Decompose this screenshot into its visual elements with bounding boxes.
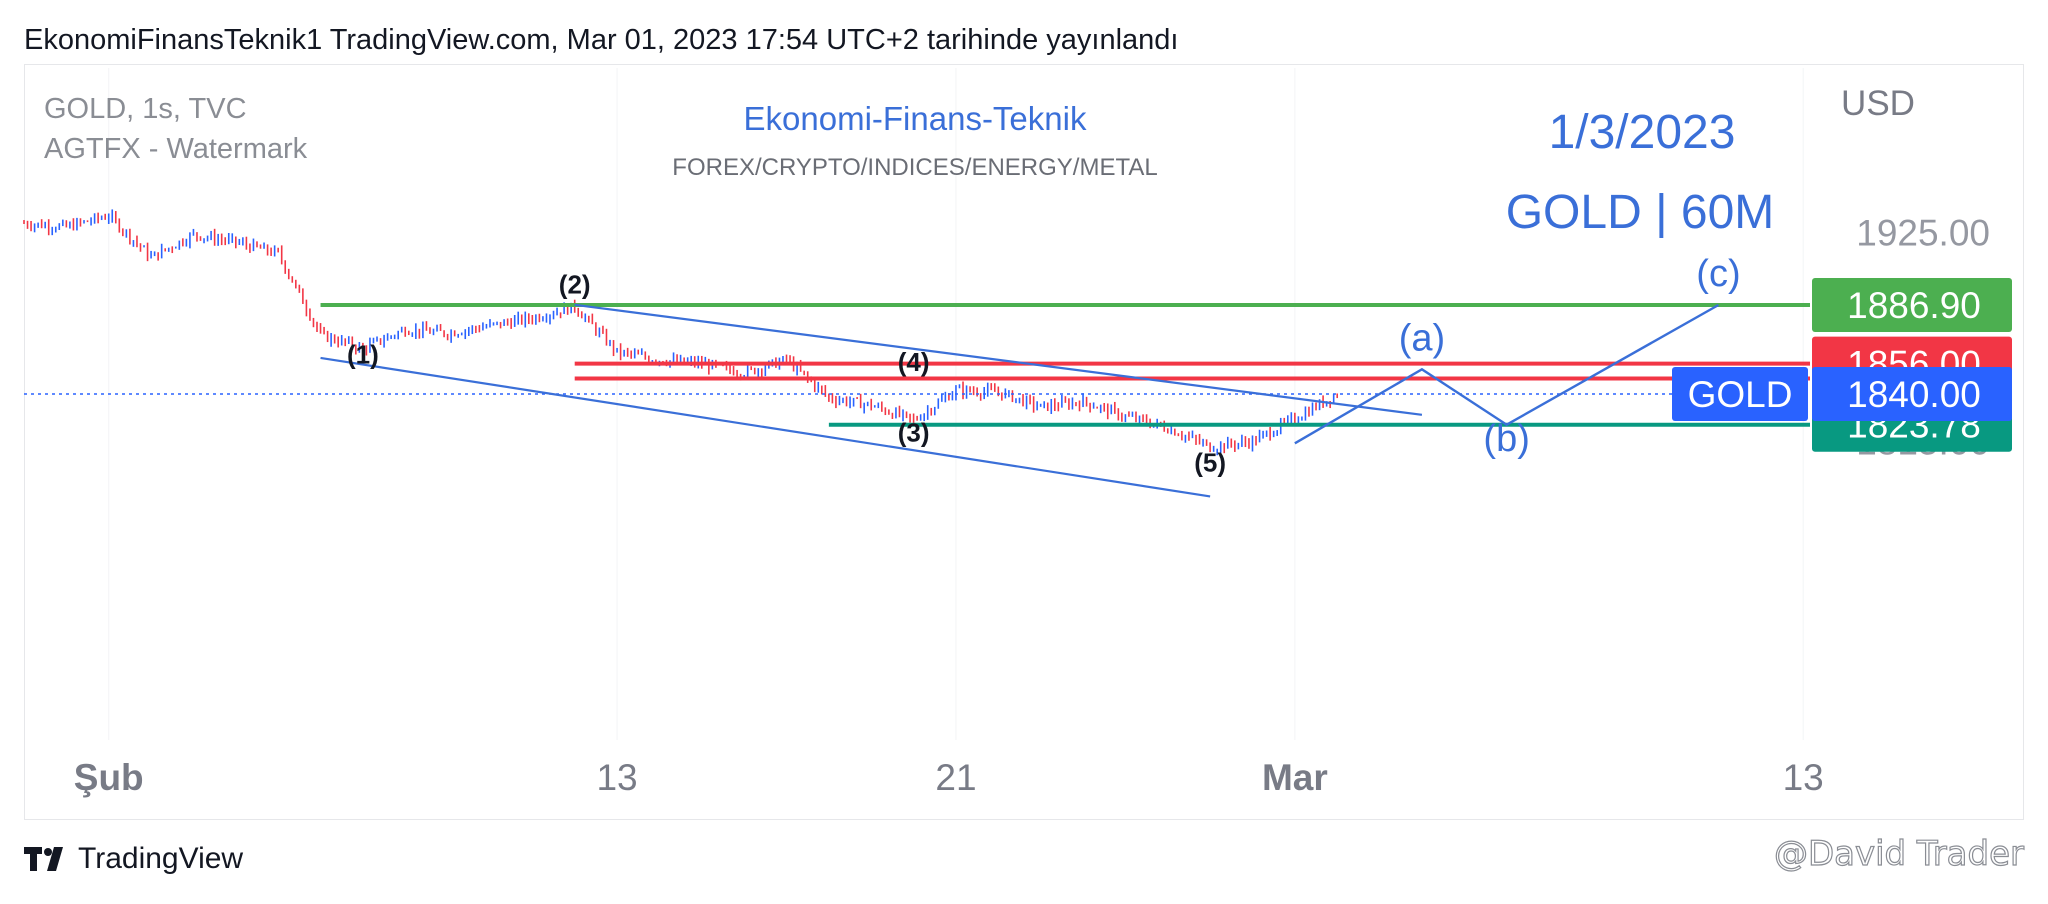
- watermark-line: AGTFX - Watermark: [44, 133, 308, 165]
- brand-subtitle: FOREX/CRYPTO/INDICES/ENERGY/METAL: [672, 154, 1157, 181]
- publish-info-line: EkonomiFinansTeknik1 TradingView.com, Ma…: [24, 24, 1179, 56]
- brand-title: Ekonomi-Finans-Teknik: [744, 100, 1087, 137]
- chart-date: 1/3/2023: [1549, 106, 1736, 159]
- projection-label: (c): [1696, 253, 1740, 295]
- text-layer: GOLD, 1s, TVC AGTFX - Watermark Ekonomi-…: [44, 84, 1915, 239]
- channel-upper-line[interactable]: [574, 303, 1423, 416]
- x-axis-tick-label: Şub: [74, 757, 144, 798]
- x-axis-tick-label: Mar: [1262, 757, 1328, 798]
- price-badge-1886-text: 1886.90: [1847, 285, 1981, 326]
- wave-label: (1): [347, 340, 379, 370]
- chart-frame: [24, 64, 2024, 820]
- tradingview-logo-text: TradingView: [78, 842, 244, 875]
- projection-path[interactable]: [1294, 303, 1720, 445]
- wave-label: (4): [898, 347, 930, 377]
- candles-layer: [23, 209, 1339, 456]
- projection-label: (b): [1483, 418, 1529, 460]
- author-attribution: @David Trader: [1773, 833, 2024, 874]
- channel-lower-line[interactable]: [320, 356, 1211, 498]
- y-axis-tick-label: 1925.00: [1856, 213, 1990, 254]
- price-badge-last-text: 1840.00: [1847, 374, 1981, 415]
- currency-label: USD: [1841, 84, 1915, 123]
- price-badge-1886-bg: [1812, 278, 2012, 332]
- x-axis-tick-label: 13: [1783, 757, 1824, 798]
- wave-label: (5): [1194, 448, 1226, 478]
- x-axis-tick-label: 21: [935, 757, 976, 798]
- symbol-line: GOLD, 1s, TVC: [44, 93, 247, 125]
- x-axis-tick-label: 13: [596, 757, 637, 798]
- wave-label: (2): [559, 269, 591, 299]
- projection-label: (a): [1399, 317, 1445, 359]
- symbol-tag-bg: [1672, 366, 1808, 421]
- tradingview-logo[interactable]: TradingView: [24, 842, 243, 876]
- wave-label: (3): [898, 417, 930, 447]
- price-badge-last-bg: [1812, 366, 2012, 421]
- tradingview-logo-icon: [24, 847, 63, 871]
- symbol-tag-text: GOLD: [1688, 374, 1793, 415]
- instrument-label: GOLD | 60M: [1506, 186, 1775, 239]
- drawings-layer: (1) (2) (3) (4) (5) (a) (b) (c): [320, 253, 1741, 498]
- levels-layer: [24, 303, 1810, 427]
